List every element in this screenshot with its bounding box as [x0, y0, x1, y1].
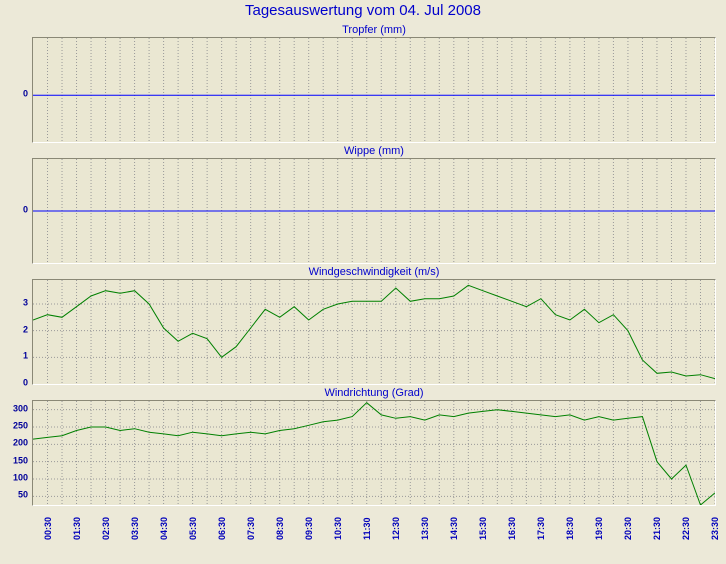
chart-title-windgeschwindigkeit: Windgeschwindigkeit (m/s): [308, 266, 440, 278]
chart-title-wippe: Wippe (mm): [344, 145, 404, 157]
y-tick-label: 1: [22, 350, 28, 361]
series-line: [33, 284, 715, 380]
x-tick-label: 15:30: [477, 516, 488, 540]
x-tick-label: 13:30: [419, 516, 430, 540]
x-tick-label: 06:30: [216, 516, 227, 540]
x-tick-label: 20:30: [622, 516, 633, 540]
y-tick-label: 3: [22, 297, 28, 308]
x-tick-label: 09:30: [303, 516, 314, 540]
x-tick-label: 21:30: [651, 516, 662, 540]
y-axis-tropfer: 0: [0, 37, 32, 143]
series-line: [33, 402, 715, 505]
x-axis-labels: 00:30 01:30 02:30 03:30 04:30 05:30 06:30 07:30…: [32, 506, 721, 546]
chart-title-windrichtung: Windrichtung (Grad): [324, 387, 424, 399]
y-tick-label: 300: [12, 403, 28, 414]
plot-area-windgeschwindigkeit: [32, 279, 716, 385]
x-tick-label: 00:30: [42, 516, 53, 540]
chart-canvas-wippe: [33, 159, 715, 263]
chart-tropfer: Tropfer (mm) 0: [0, 24, 726, 143]
x-tick-label: 11:30: [361, 517, 372, 540]
y-axis-wippe: 0: [0, 158, 32, 264]
x-tick-label: 10:30: [332, 516, 343, 540]
page-title: Tagesauswertung vom 04. Jul 2008: [245, 2, 481, 19]
x-tick-label: 22:30: [680, 516, 691, 540]
chart-wippe: Wippe (mm) 0: [0, 145, 726, 264]
y-tick-label: 2: [22, 324, 28, 335]
y-tick-label: 100: [12, 472, 28, 483]
y-tick-label: 200: [12, 437, 28, 448]
x-tick-label: 05:30: [187, 516, 198, 540]
plot-area-tropfer: [32, 37, 716, 143]
x-tick-label: 04:30: [158, 516, 169, 540]
x-tick-label: 01:30: [71, 516, 82, 540]
chart-canvas-tropfer: [33, 38, 715, 142]
y-axis-windgeschwindigkeit: 0 1 2 3: [0, 279, 32, 388]
plot-area-wippe: [32, 158, 716, 264]
x-tick-label: 14:30: [448, 516, 459, 540]
x-tick-label: 08:30: [274, 516, 285, 540]
x-tick-label: 19:30: [593, 516, 604, 540]
x-tick-label: 16:30: [506, 516, 517, 540]
y-axis-windrichtung: 50 100 150 200 250 300: [0, 400, 32, 506]
y-tick-label: 50: [17, 489, 28, 500]
chart-canvas-windgeschwindigkeit: [33, 280, 715, 384]
y-tick-label: 0: [22, 204, 28, 215]
x-tick-label: 23:30: [710, 516, 720, 540]
chart-title-tropfer: Tropfer (mm): [342, 24, 406, 36]
y-tick-label: 250: [12, 420, 28, 431]
y-tick-label: 0: [22, 88, 28, 99]
x-tick-label: 12:30: [390, 516, 401, 540]
chart-windrichtung: Windrichtung (Grad) 50 100 150 200 250 300: [0, 387, 726, 506]
chart-windgeschwindigkeit: Windgeschwindigkeit (m/s) 0 1 2 3: [0, 266, 726, 388]
x-tick-label: 18:30: [564, 516, 575, 540]
chart-canvas-windrichtung: [33, 401, 715, 505]
x-tick-label: 03:30: [129, 516, 140, 540]
x-tick-label: 07:30: [245, 516, 256, 540]
x-tick-label: 17:30: [535, 516, 546, 540]
plot-area-windrichtung: [32, 400, 716, 506]
x-tick-label: 02:30: [100, 516, 111, 540]
y-tick-label: 150: [12, 455, 28, 466]
y-tick-label: 0: [22, 377, 28, 388]
